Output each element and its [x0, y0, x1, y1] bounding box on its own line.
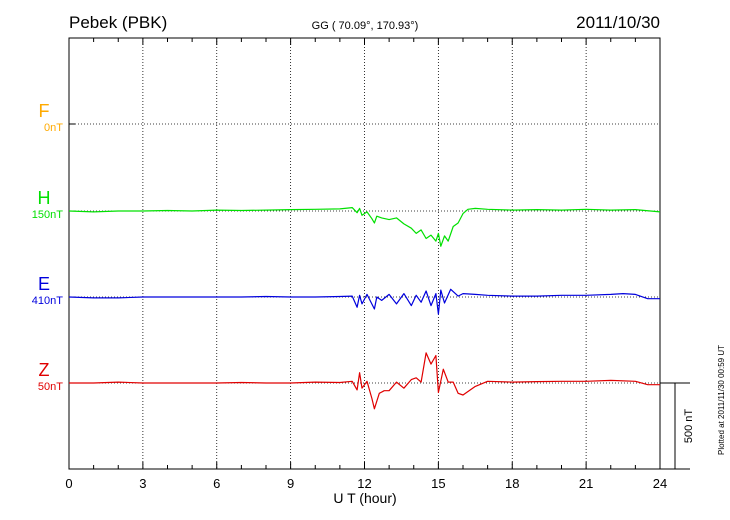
x-tick-labels: 0 3 6 9 12 15 18 21 24	[65, 476, 667, 491]
plot-date: 2011/10/30	[576, 13, 660, 32]
x-tick-label-24: 24	[653, 476, 667, 491]
x-tick-label-21: 21	[579, 476, 593, 491]
series-line-e	[68, 288, 660, 315]
x-tick-label-6: 6	[213, 476, 220, 491]
grid-lines	[69, 38, 660, 469]
series-name-e: E	[38, 274, 50, 294]
plotted-timestamp: Plotted at 2011/11/30 00:59 UT	[717, 345, 726, 455]
axis-ticks	[68, 38, 661, 469]
x-tick-label-18: 18	[505, 476, 519, 491]
x-tick-label-12: 12	[357, 476, 371, 491]
series-name-h: H	[38, 188, 51, 208]
station-title: Pebek (PBK)	[69, 13, 167, 32]
x-tick-label-0: 0	[65, 476, 72, 491]
series-offset-h: 150nT	[32, 209, 63, 221]
series-lines	[68, 207, 661, 410]
series-offset-f: 0nT	[44, 122, 63, 134]
series-name-f: F	[39, 101, 50, 121]
series-offset-e: 410nT	[32, 295, 63, 307]
series-offset-z: 50nT	[38, 381, 63, 393]
scale-bar-label: 500 nT	[683, 409, 695, 444]
station-coords: GG ( 70.09°, 170.93°)	[312, 20, 419, 32]
x-axis-label: U T (hour)	[333, 490, 396, 506]
x-tick-label-3: 3	[139, 476, 146, 491]
series-name-z: Z	[39, 360, 50, 380]
x-tick-label-15: 15	[431, 476, 445, 491]
series-line-h	[68, 207, 661, 247]
scale-bar	[660, 382, 690, 470]
series-line-z	[69, 352, 660, 410]
x-tick-label-9: 9	[287, 476, 294, 491]
